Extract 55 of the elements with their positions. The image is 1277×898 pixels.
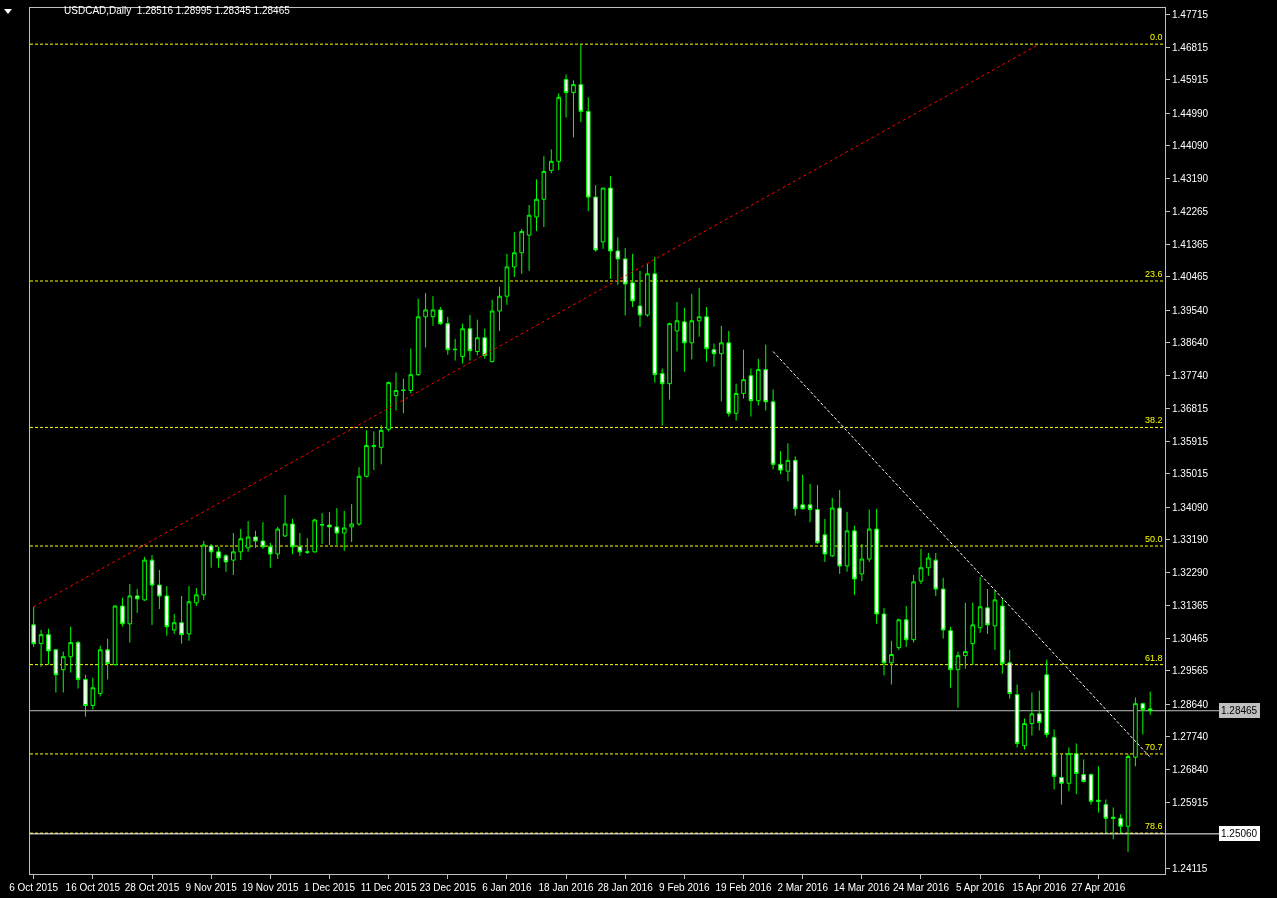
- x-tick-label: 9 Nov 2015: [185, 882, 238, 893]
- annotation: 61.8: [1145, 653, 1163, 663]
- y-tick-label: 1.27740: [1172, 731, 1209, 743]
- x-tick-label: 27 Apr 2016: [1071, 882, 1126, 893]
- x-tick-label: 11 Dec 2015: [360, 882, 418, 893]
- x-tick-label: 28 Jan 2016: [597, 882, 654, 893]
- y-tick-label: 1.43190: [1172, 172, 1209, 184]
- annotation: 38.2: [1145, 415, 1163, 425]
- x-tick-label: 23 Dec 2015: [419, 882, 477, 893]
- y-tick-label: 1.37740: [1172, 369, 1209, 381]
- annotation: 23.6: [1145, 269, 1163, 279]
- y-tick-label: 1.33190: [1172, 534, 1209, 546]
- y-tick-label: 1.40465: [1172, 271, 1209, 283]
- ref-line-label: 1.28465: [1221, 705, 1258, 716]
- x-tick-label: 19 Feb 2016: [715, 882, 773, 893]
- annotation: 0.0: [1150, 32, 1163, 42]
- y-tick-label: 1.44090: [1172, 140, 1209, 152]
- annotation: 50.0: [1145, 534, 1163, 544]
- y-tick-label: 1.38640: [1172, 337, 1209, 349]
- x-tick-label: 9 Feb 2016: [659, 882, 711, 893]
- y-tick-label: 1.28640: [1172, 698, 1209, 710]
- y-tick-label: 1.32290: [1172, 566, 1209, 578]
- chart-title: USDCAD,Daily 1.28516 1.28995 1.28345 1.28465: [64, 5, 290, 17]
- ref-line-label: 1.25060: [1221, 828, 1258, 839]
- x-tick-label: 15 Apr 2016: [1012, 882, 1067, 893]
- y-tick-label: 1.44990: [1172, 107, 1209, 119]
- y-tick-label: 1.36815: [1172, 403, 1209, 415]
- y-tick-label: 1.24115: [1172, 862, 1208, 874]
- annotation: 78.6: [1145, 821, 1163, 831]
- y-tick-label: 1.42265: [1172, 206, 1209, 218]
- x-tick-label: 18 Jan 2016: [538, 882, 595, 893]
- x-tick-label: 6 Jan 2016: [482, 882, 533, 893]
- y-tick-label: 1.39540: [1172, 304, 1209, 316]
- y-tick-label: 1.31365: [1172, 600, 1209, 612]
- y-tick-label: 1.47715: [1172, 9, 1209, 21]
- y-tick-label: 1.34090: [1172, 501, 1209, 513]
- x-tick-label: 6 Oct 2015: [9, 882, 59, 893]
- x-tick-label: 1 Dec 2015: [303, 882, 356, 893]
- y-tick-label: 1.30465: [1172, 632, 1209, 644]
- y-tick-label: 1.46815: [1172, 41, 1209, 53]
- y-tick-label: 1.45915: [1172, 74, 1209, 86]
- x-tick-label: 14 Mar 2016: [833, 882, 891, 893]
- annotation: 70.7: [1145, 742, 1163, 752]
- x-tick-label: 5 Apr 2016: [955, 882, 1005, 893]
- y-tick-label: 1.25915: [1172, 797, 1209, 809]
- y-tick-label: 1.35015: [1172, 468, 1209, 480]
- y-tick-label: 1.26840: [1172, 764, 1209, 775]
- y-tick-label: 1.35915: [1172, 435, 1209, 447]
- x-tick-label: 24 Mar 2016: [892, 882, 950, 893]
- x-tick-label: 16 Oct 2015: [65, 882, 121, 893]
- y-tick-label: 1.29565: [1172, 665, 1209, 677]
- y-tick-label: 1.41365: [1172, 238, 1209, 250]
- x-tick-label: 2 Mar 2016: [777, 882, 829, 893]
- x-tick-label: 28 Oct 2015: [124, 882, 180, 893]
- x-tick-label: 19 Nov 2015: [241, 882, 300, 893]
